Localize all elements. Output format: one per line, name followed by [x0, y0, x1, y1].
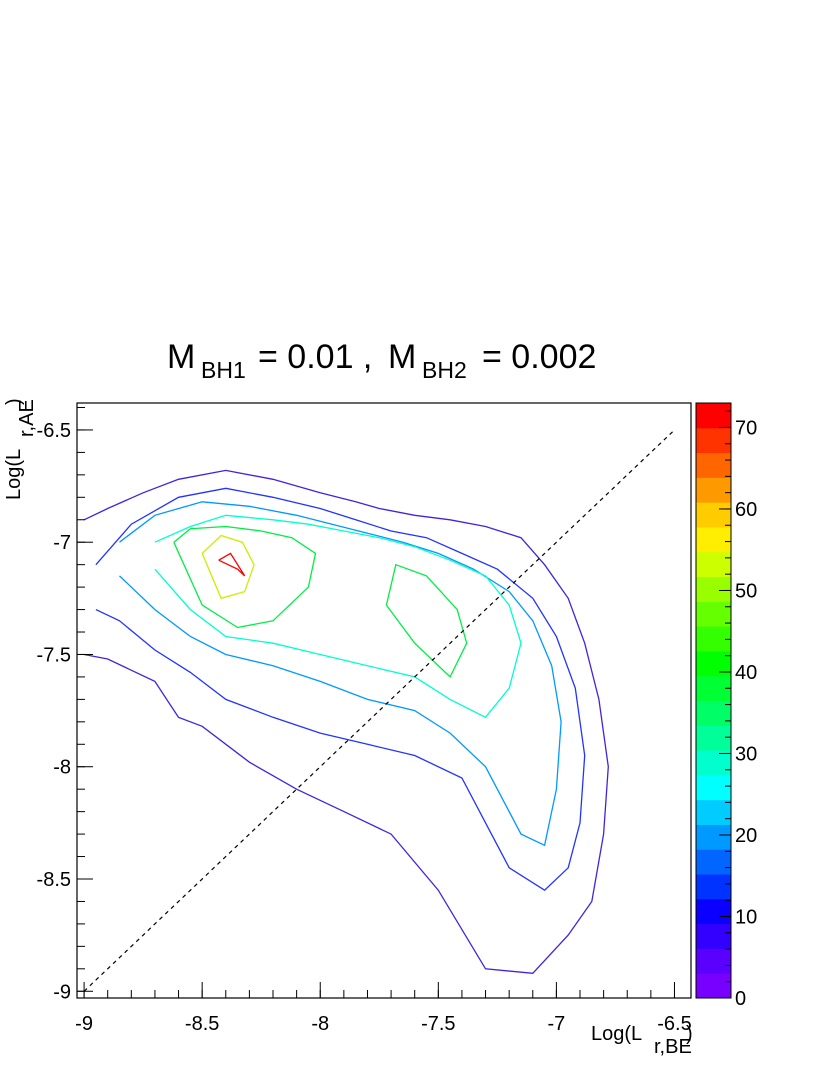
chart-title: M BH1 = 0.01 , M BH2 = 0.002: [167, 338, 596, 383]
colorbar-tick-label: 30: [735, 743, 757, 765]
color-scale-ticks: 0 10 20 30 40 50 60 70: [719, 410, 757, 1010]
color-band: [696, 849, 731, 875]
color-band: [696, 973, 731, 999]
x-label-base: Log(L: [591, 1023, 642, 1045]
colorbar-tick-label: 50: [735, 580, 757, 602]
x-tick-label: -6.5: [657, 1013, 691, 1035]
contour-level-4-0: [83, 469, 609, 974]
y-tick-label: -8: [53, 757, 71, 779]
color-band: [696, 427, 731, 454]
color-band: [696, 601, 731, 627]
colorbar-tick-label: 60: [735, 499, 757, 521]
title-m2-sub: BH2: [422, 357, 467, 383]
contour-level-40-5: [385, 563, 468, 678]
x-label-close: ): [686, 1023, 693, 1045]
color-band: [696, 824, 731, 850]
color-band: [696, 452, 731, 478]
plot-frame: [76, 402, 692, 999]
color-band: [696, 576, 731, 602]
x-axis: -9 -8.5 -8 -7.5 -7 -6.5: [75, 982, 692, 1035]
color-band: [696, 898, 731, 925]
colorbar-tick-label: 20: [735, 825, 757, 847]
color-band: [696, 874, 731, 900]
color-band: [696, 948, 731, 974]
colorbar-tick-label: 10: [735, 906, 757, 928]
contour-lines: [83, 469, 609, 974]
y-tick-label: -7: [53, 532, 71, 554]
color-band: [696, 502, 731, 528]
title-m1-value: = 0.01 ,: [258, 338, 372, 376]
color-band: [696, 526, 731, 553]
color-band: [696, 626, 731, 652]
colorbar-tick-label: 0: [735, 988, 746, 1010]
y-axis: -9 -8.5 -8 -7.5 -7 -6.5: [37, 406, 93, 1003]
color-band: [696, 750, 731, 776]
color-band: [696, 403, 731, 429]
y-label-sub: r,AE: [16, 399, 38, 437]
color-band: [696, 923, 731, 949]
y-label-base: Log(L: [3, 449, 25, 500]
colorbar-tick-label: 70: [735, 417, 757, 439]
color-band: [696, 774, 731, 801]
x-tick-label: -9: [75, 1013, 93, 1035]
x-tick-label: -7: [547, 1013, 565, 1035]
color-bar-frame: [695, 402, 732, 999]
y-axis-label: Log(L r,AE ): [3, 398, 38, 500]
x-tick-label: -8.5: [185, 1013, 219, 1035]
color-band: [696, 725, 731, 751]
colorbar-tick-label: 40: [735, 662, 757, 684]
color-band: [696, 551, 731, 578]
title-m2-base: M: [388, 338, 416, 376]
color-band: [696, 799, 731, 825]
contour-level-8-1: [95, 487, 586, 892]
contour-level-16-2: [119, 501, 562, 847]
title-m1-base: M: [167, 338, 195, 376]
x-label-sub: r,BE: [654, 1036, 692, 1058]
contour-level-70-7: [218, 552, 246, 577]
y-tick-label: -9: [53, 981, 71, 1003]
diagonal-reference-line: [83, 429, 675, 992]
color-band: [696, 477, 731, 503]
x-tick-label: -8: [311, 1013, 329, 1035]
x-axis-label: Log(L r,BE ): [591, 1023, 693, 1058]
contour-level-56-6: [201, 534, 255, 600]
contour-level-40-4: [173, 525, 317, 629]
x-tick-label: -7.5: [421, 1013, 455, 1035]
title-m1-sub: BH1: [201, 357, 246, 383]
y-tick-label: -8.5: [37, 869, 71, 891]
contour-level-28-3: [154, 514, 522, 719]
title-m2-value: = 0.002: [482, 338, 596, 376]
y-label-close: ): [3, 398, 25, 405]
y-tick-label: -6.5: [37, 420, 71, 442]
y-tick-label: -7.5: [37, 644, 71, 666]
